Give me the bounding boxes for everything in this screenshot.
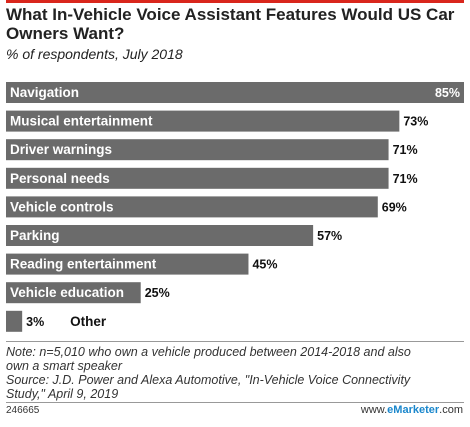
category-label: Parking [10, 228, 60, 243]
value-label: 3% [26, 315, 44, 329]
brand-link[interactable]: www.eMarketer.com [361, 404, 463, 416]
chart-title: What In-Vehicle Voice Assistant Features… [6, 5, 455, 43]
accent-rule [6, 0, 464, 3]
category-label: Reading entertainment [10, 257, 157, 272]
bar-chart: 85% Navigation 73% Musical entertainment 71%… [6, 80, 464, 340]
bar-driver-warnings [6, 139, 389, 161]
category-label: Driver warnings [10, 142, 112, 157]
brand-name: eMarketer [387, 404, 440, 416]
brand-prefix: www. [360, 404, 388, 416]
source-line-2: Study," April 9, 2019 [6, 387, 119, 401]
value-label: 85% [435, 86, 460, 100]
bar-reading-entertainment [6, 253, 249, 275]
value-label: 73% [403, 115, 428, 129]
bar-vehicle-controls [6, 196, 378, 218]
note-line-2: own a smart speaker [6, 359, 123, 373]
bar-chart-svg: 85% Navigation 73% Musical entertainment 71%… [6, 82, 464, 332]
value-label: 69% [382, 200, 407, 214]
category-label: Personal needs [10, 171, 110, 186]
bar-parking [6, 225, 314, 246]
category-label: Navigation [10, 85, 79, 100]
value-label: 25% [145, 286, 170, 300]
chart-id: 246665 [6, 405, 40, 416]
value-label: 71% [393, 172, 418, 186]
category-label: Vehicle education [10, 285, 124, 300]
bar-vehicle-education [6, 282, 141, 304]
value-label: 71% [393, 143, 418, 157]
chart-subtitle: % of respondents, July 2018 [6, 46, 183, 62]
bar-other [6, 310, 23, 332]
category-label: Musical entertainment [10, 114, 153, 129]
divider [6, 402, 464, 403]
category-label: Vehicle controls [10, 199, 114, 214]
value-label: 57% [317, 229, 342, 243]
bar-navigation [6, 82, 464, 103]
footnote: Note: n=5,010 who own a vehicle produced… [6, 345, 464, 401]
category-label: Other [70, 314, 107, 329]
source-line-1: Source: J.D. Power and Alexa Automotive,… [6, 373, 411, 387]
brand-suffix: .com [439, 404, 463, 416]
bar-personal-needs [6, 167, 389, 189]
note-line-1: Note: n=5,010 who own a vehicle produced… [6, 345, 411, 359]
divider [6, 341, 464, 342]
bar-musical-entertainment [6, 110, 400, 132]
value-label: 45% [252, 258, 277, 272]
